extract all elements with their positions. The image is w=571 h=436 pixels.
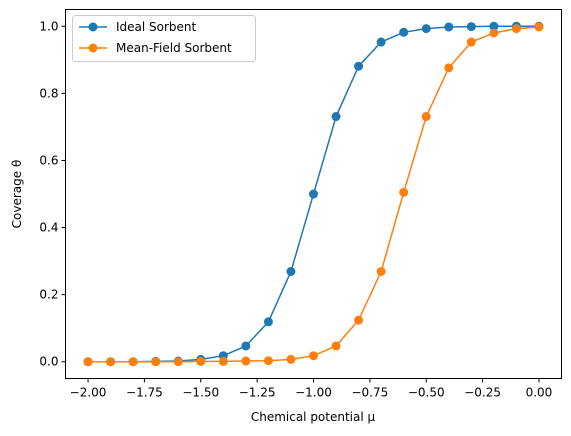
plot-points — [83, 21, 544, 367]
data-point-mean-field-sorbent — [286, 354, 296, 364]
x-tick-label: −1.75 — [126, 386, 163, 400]
y-tick-label: 0.2 — [39, 288, 58, 302]
data-point-mean-field-sorbent — [151, 357, 161, 367]
data-point-mean-field-sorbent — [218, 356, 228, 366]
data-point-mean-field-sorbent — [466, 37, 476, 47]
data-point-mean-field-sorbent — [331, 341, 341, 351]
data-point-mean-field-sorbent — [241, 356, 251, 366]
y-axis: 0.0 0.2 0.4 0.6 0.8 1.0 — [39, 19, 66, 369]
data-point-mean-field-sorbent — [511, 24, 521, 34]
y-tick-label: 1.0 — [39, 19, 58, 33]
x-tick-label: 0.00 — [526, 386, 553, 400]
x-tick-label: −0.25 — [464, 386, 501, 400]
data-point-ideal-sorbent — [263, 317, 273, 327]
data-point-mean-field-sorbent — [106, 357, 116, 367]
legend-marker-mean-field-sorbent — [88, 43, 98, 53]
legend-box — [72, 15, 256, 62]
data-point-mean-field-sorbent — [128, 357, 138, 367]
data-point-mean-field-sorbent — [196, 356, 206, 366]
legend-label-ideal-sorbent: Ideal Sorbent — [116, 20, 197, 34]
data-point-ideal-sorbent — [489, 21, 499, 31]
y-tick-label: 0.0 — [39, 355, 58, 369]
data-point-mean-field-sorbent — [534, 22, 544, 32]
data-point-ideal-sorbent — [309, 189, 318, 199]
x-tick-label: −1.00 — [295, 386, 332, 400]
x-tick-label: −0.50 — [408, 386, 445, 400]
y-tick-label: 0.4 — [39, 221, 58, 235]
y-tick-label: 0.8 — [39, 86, 58, 100]
data-point-mean-field-sorbent — [444, 63, 454, 73]
data-point-ideal-sorbent — [354, 61, 364, 71]
x-tick-label: −0.75 — [351, 386, 388, 400]
legend-label-mean-field-sorbent: Mean-Field Sorbent — [116, 41, 232, 55]
legend-marker-ideal-sorbent — [88, 22, 98, 32]
x-axis: −2.00 −1.75 −1.50 −1.25 −1.00 −0.75 −0.50 −0.25… — [70, 378, 553, 400]
data-point-mean-field-sorbent — [83, 357, 93, 367]
data-point-ideal-sorbent — [286, 266, 296, 276]
data-point-mean-field-sorbent — [354, 315, 364, 325]
data-point-mean-field-sorbent — [173, 357, 183, 367]
x-axis-title: Chemical potential μ — [251, 410, 376, 424]
y-axis-title: Coverage θ — [10, 160, 24, 229]
data-point-ideal-sorbent — [399, 27, 409, 37]
data-point-ideal-sorbent — [241, 341, 251, 351]
data-point-ideal-sorbent — [466, 22, 476, 32]
data-point-ideal-sorbent — [444, 22, 454, 32]
y-tick-label: 0.6 — [39, 153, 58, 167]
data-point-ideal-sorbent — [421, 24, 431, 34]
x-tick-label: −1.50 — [182, 386, 219, 400]
legend: Ideal Sorbent Mean-Field Sorbent — [72, 15, 256, 62]
data-point-mean-field-sorbent — [489, 28, 499, 38]
data-point-mean-field-sorbent — [263, 356, 273, 366]
data-point-ideal-sorbent — [331, 112, 341, 122]
data-point-ideal-sorbent — [376, 37, 386, 47]
data-point-mean-field-sorbent — [399, 187, 409, 197]
x-tick-label: −1.25 — [239, 386, 276, 400]
data-point-mean-field-sorbent — [309, 351, 318, 361]
data-point-mean-field-sorbent — [421, 112, 431, 122]
x-tick-label: −2.00 — [70, 386, 107, 400]
data-point-mean-field-sorbent — [376, 266, 386, 276]
